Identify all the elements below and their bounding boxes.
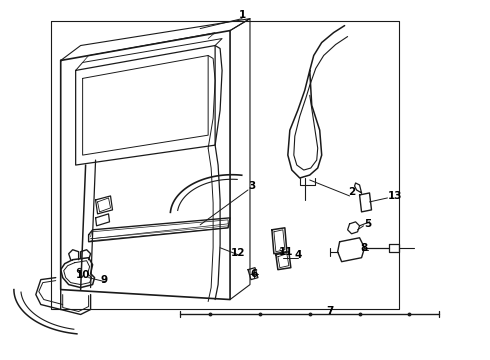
Text: 8: 8	[360, 243, 367, 253]
Text: 1: 1	[239, 10, 245, 20]
Text: 3: 3	[248, 181, 255, 191]
Text: 11: 11	[279, 247, 293, 257]
Text: 10: 10	[75, 270, 90, 280]
Text: 6: 6	[250, 269, 258, 279]
Text: 7: 7	[326, 306, 333, 316]
Text: 5: 5	[365, 219, 372, 229]
Text: 4: 4	[294, 250, 301, 260]
Text: 2: 2	[348, 187, 355, 197]
Text: 9: 9	[101, 275, 108, 285]
Text: 12: 12	[231, 248, 245, 258]
Text: 13: 13	[388, 191, 402, 201]
